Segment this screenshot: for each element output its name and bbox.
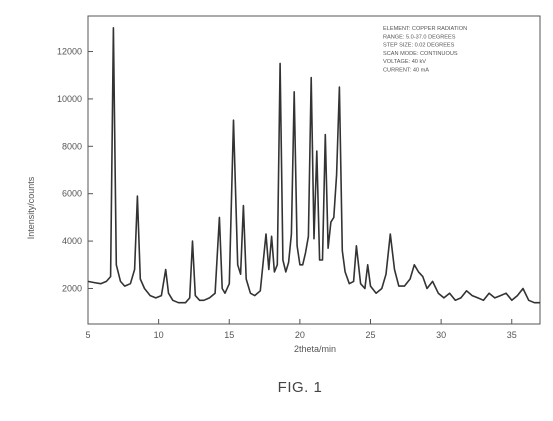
x-tick-label: 35 [507,330,517,340]
y-axis: 2000 4000 6000 8000 10000 12000 [57,47,93,293]
y-tick-label: 6000 [62,189,82,199]
x-tick-label: 30 [436,330,446,340]
x-tick-label: 10 [154,330,164,340]
x-axis: 5 10 15 20 25 30 35 [85,319,517,340]
y-tick-label: 8000 [62,141,82,151]
plot-frame [87,15,541,325]
x-tick-label: 5 [85,330,90,340]
figure-caption: FIG. 1 [278,379,323,396]
diffraction-pattern-line [87,26,540,304]
y-tick-label: 12000 [57,47,82,57]
instrument-legend: ELEMENT: COPPER RADIATION RANGE: 5.0-37.0… [383,26,467,74]
legend-line: CURRENT: 40 mA [383,68,429,74]
x-tick-label: 15 [224,330,234,340]
y-tick-label: 10000 [57,94,82,104]
legend-line: RANGE: 5.0-37.0 DEGREES [383,34,456,40]
legend-line: STEP SIZE: 0.02 DEGREES [383,43,455,49]
y-axis-title: Intensity/counts [26,176,36,239]
legend-line: ELEMENT: COPPER RADIATION [383,26,467,32]
x-tick-label: 25 [365,330,375,340]
y-tick-label: 2000 [62,283,82,293]
legend-line: SCAN MODE: CONTINUOUS [383,51,458,57]
x-axis-title: 2theta/min [294,344,336,354]
legend-line: VOLTAGE: 40 kV [383,59,426,65]
y-tick-label: 4000 [62,236,82,246]
x-tick-label: 20 [295,330,305,340]
